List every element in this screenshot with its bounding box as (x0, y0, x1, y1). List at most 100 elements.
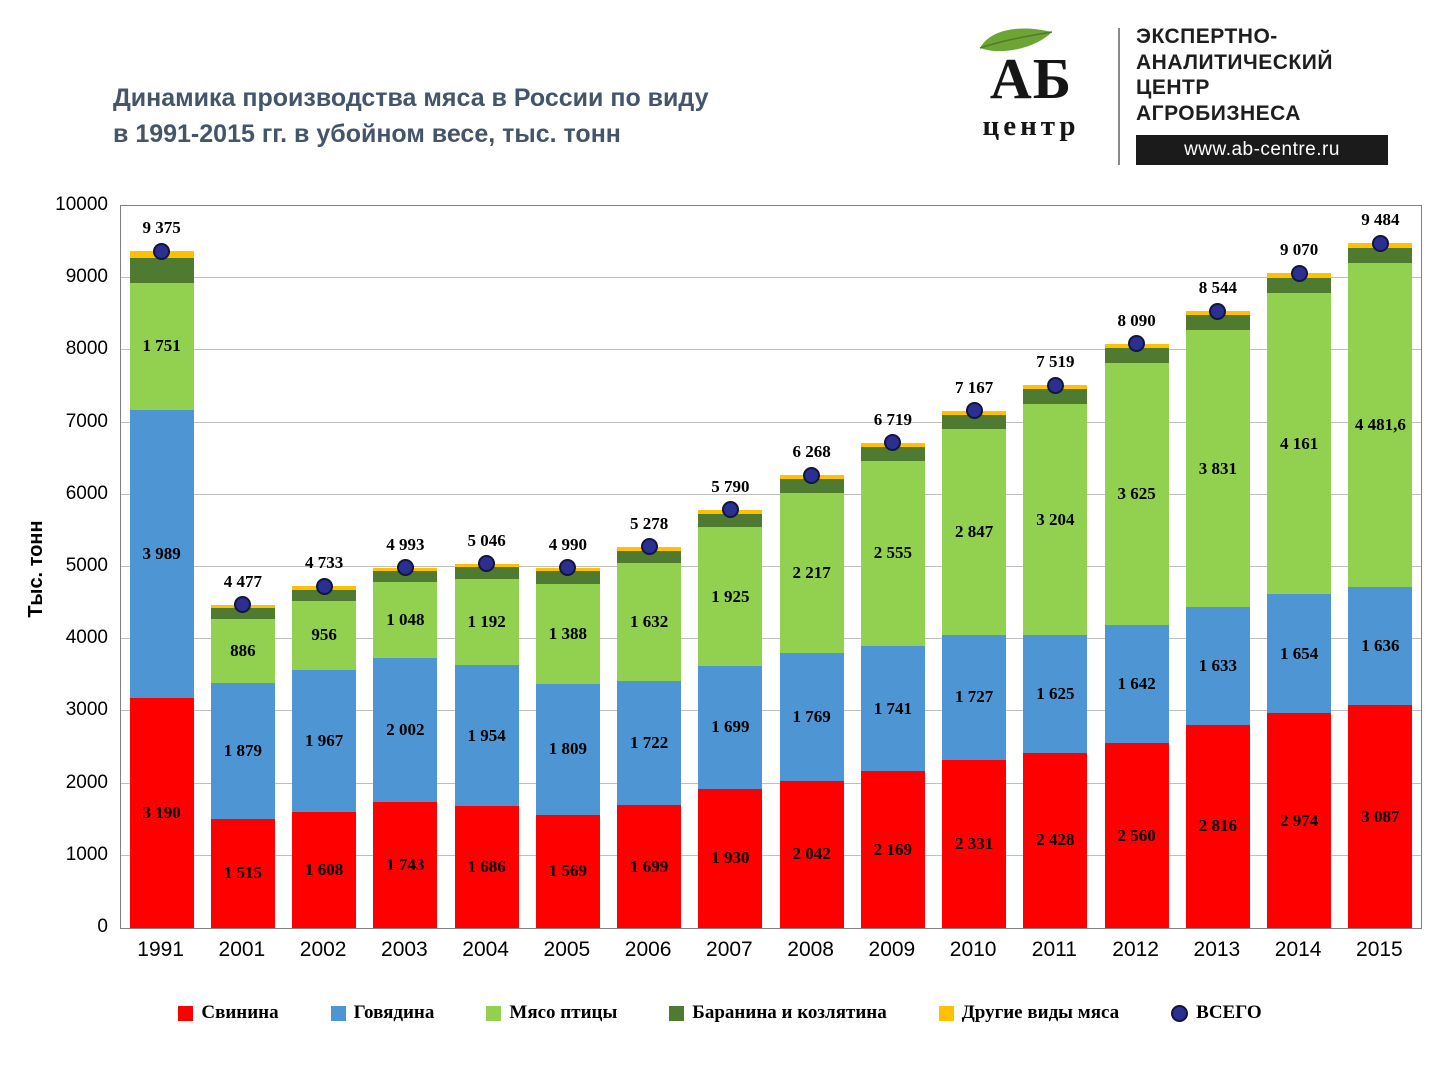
total-value-label: 4 993 (386, 534, 425, 554)
bar-segment-2013-1: 2 816 (1185, 724, 1250, 928)
x-axis-label-2003: 2003 (381, 938, 428, 961)
legend-label: ВСЕГО (1196, 1002, 1262, 1023)
legend-label: Другие виды мяса (961, 1002, 1120, 1023)
bar-segment-2003-1: 1 743 (373, 802, 438, 928)
bar-segment-2010-2: 1 727 (942, 635, 1007, 760)
bar-segment-2002-4 (292, 589, 357, 601)
y-tick-label: 8000 (65, 338, 108, 360)
total-marker-2002 (315, 577, 333, 595)
y-axis-ticks: 0 1000 2000 3000 4000 5000 6000 7000 8000 9000 100… (0, 194, 108, 937)
bar-segment-2011-4 (1023, 389, 1088, 405)
bar-segment-value: 2 042 (792, 844, 831, 864)
logo-mark: АБ центр (956, 24, 1106, 165)
x-axis-label-2002: 2002 (299, 938, 347, 961)
bar-segment-2004-4 (454, 567, 519, 580)
bar-segment-2015-3: 4 481,6 (1348, 263, 1413, 587)
total-value-label: 5 278 (630, 513, 669, 533)
bar-segment-value: 2 974 (1280, 810, 1319, 830)
bar-segment-2014-1: 2 974 (1267, 713, 1332, 928)
total-marker-2001 (234, 596, 252, 614)
bar-segment-value: 4 481,6 (1354, 415, 1406, 435)
bar-segment-value: 1 632 (630, 612, 669, 632)
bar-segment-2011-1: 2 428 (1023, 752, 1088, 928)
x-axis-label-2009: 2009 (868, 938, 916, 961)
bar-segment-value: 956 (311, 625, 337, 645)
x-axis-label-1991: 1991 (137, 938, 184, 961)
bar-segment-value: 1 699 (630, 856, 669, 876)
bar-segment-2008-4 (779, 479, 844, 493)
bar-segment-2012-1: 2 560 (1104, 743, 1169, 928)
bar-segment-2012-2: 1 642 (1104, 624, 1169, 744)
bar-segment-2001-4 (210, 607, 275, 619)
bar-segment-value: 2 169 (873, 839, 912, 859)
x-axis-label-2012: 2012 (1112, 938, 1159, 961)
bar-segment-2012-3: 3 625 (1104, 362, 1169, 625)
y-tick-label: 3000 (65, 699, 108, 721)
bar-segment-value: 3 190 (142, 802, 181, 822)
bar-segment-value: 3 831 (1198, 458, 1237, 478)
total-marker-2011 (1046, 376, 1064, 394)
gridline (121, 854, 1421, 856)
y-tick-label: 9000 (65, 266, 108, 288)
logo-org-line: АНАЛИТИЧЕСКИЙ (1136, 50, 1333, 74)
x-axis-label-2005: 2005 (543, 938, 591, 961)
total-marker-2004 (478, 555, 496, 573)
y-tick-label: 6000 (65, 482, 108, 504)
y-tick-label: 10000 (55, 194, 108, 215)
bar-segment-value: 4 161 (1280, 433, 1319, 453)
total-marker-1991 (153, 242, 171, 260)
bar-segment-value: 1 699 (711, 717, 750, 737)
bar-segment-value: 1 751 (142, 336, 181, 356)
total-marker-2015 (1371, 234, 1389, 252)
total-marker-2013 (1209, 302, 1227, 320)
bar-segment-value: 1 722 (630, 733, 669, 753)
bar-segment-value: 2 560 (1117, 825, 1156, 845)
bar-segment-value: 1 743 (386, 855, 425, 875)
bar-segment-value: 3 625 (1117, 483, 1156, 503)
bar-segment-1991-3: 1 751 (129, 283, 194, 410)
total-value-label: 7 167 (955, 377, 994, 397)
x-axis-label-2011: 2011 (1031, 938, 1077, 961)
logo-url: www.ab-centre.ru (1136, 135, 1388, 166)
bar-segment-2004-2: 1 954 (454, 665, 519, 807)
legend-swatch-icon (330, 1005, 346, 1021)
x-axis-label-2007: 2007 (706, 938, 753, 961)
y-tick-label: 2000 (65, 771, 108, 793)
legend-item: Баранина и козлятина (669, 1002, 887, 1024)
legend-swatch-icon (669, 1005, 685, 1021)
bar-segment-2008-1: 2 042 (779, 780, 844, 928)
bar-segment-2008-2: 1 769 (779, 652, 844, 781)
legend-label: Свинина (201, 1002, 279, 1023)
bar-segment-value: 1 879 (223, 740, 262, 760)
bar-segment-value: 2 217 (792, 562, 831, 582)
bar-segment-value: 1 925 (711, 586, 750, 606)
y-tick-label: 7000 (65, 410, 108, 432)
logo-org-line: ЦЕНТР (1136, 76, 1210, 100)
gridline (121, 349, 1421, 351)
gridline (121, 638, 1421, 640)
bar-segment-2001-2: 1 879 (210, 682, 275, 819)
chart-title-line1: Динамика производства мяса в России по в… (113, 84, 709, 112)
bar-segment-value: 2 331 (955, 833, 994, 853)
bar-segment-2002-1: 1 608 (292, 811, 357, 928)
total-value-label: 4 733 (305, 553, 344, 573)
bar-segment-value: 2 002 (386, 719, 425, 739)
bar-segment-value: 1 930 (711, 848, 750, 868)
bar-segment-2011-2: 1 625 (1023, 635, 1088, 753)
total-marker-2007 (721, 501, 739, 519)
bar-segment-value: 3 204 (1036, 509, 1075, 529)
total-marker-2009 (884, 434, 902, 452)
bar-segment-value: 1 608 (305, 859, 344, 879)
logo-divider (1118, 28, 1120, 166)
legend-label: Баранина и козлятина (692, 1002, 887, 1023)
plot-area: 3 190 3 989 1 751 9 375 1 515 1 879 886 4 477 1 … (120, 205, 1422, 929)
legend-swatch-icon (938, 1005, 954, 1021)
total-value-label: 9 484 (1361, 210, 1400, 230)
bar-segment-2014-3: 4 161 (1267, 293, 1332, 594)
bar-segment-value: 1 967 (305, 730, 344, 750)
legend-item: Говядина (330, 1002, 434, 1024)
bar-segment-2006-3: 1 632 (617, 563, 682, 682)
total-marker-2010 (965, 402, 983, 420)
legend: Свинина Говядина Мясо птицы Баранина и козл… (0, 1002, 1440, 1024)
